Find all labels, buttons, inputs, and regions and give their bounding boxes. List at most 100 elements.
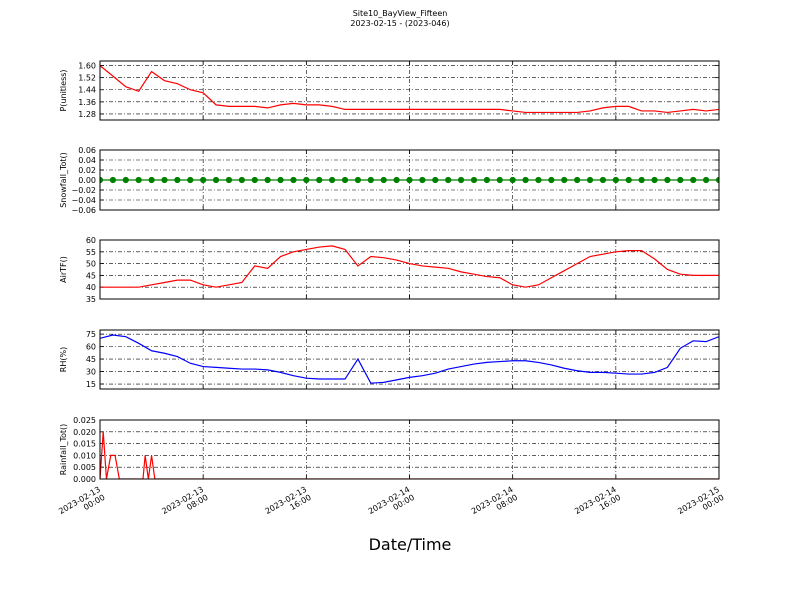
y-tick-label: 35 [86, 295, 96, 304]
marker [625, 176, 632, 184]
marker [329, 176, 336, 184]
marker [277, 176, 284, 184]
marker [109, 176, 116, 184]
y-tick-label: −0.04 [71, 196, 96, 205]
marker [483, 176, 490, 184]
y-tick-label: 40 [86, 283, 96, 292]
y-tick-label: 55 [86, 248, 96, 257]
marker [432, 176, 439, 184]
marker [161, 176, 168, 184]
marker [586, 176, 594, 184]
marker [393, 176, 400, 184]
y-tick-label: −0.06 [71, 206, 96, 215]
y-axis-label: AirTF() [59, 256, 68, 283]
marker [380, 176, 387, 184]
y-tick-label: 0.015 [73, 440, 96, 449]
marker [548, 176, 555, 184]
y-tick-label: 30 [86, 368, 96, 377]
marker [457, 176, 465, 184]
marker [341, 176, 349, 184]
y-tick-label: 0.000 [73, 475, 96, 484]
y-axis-label: RH(%) [59, 347, 68, 372]
chart-subtitle: 2023-02-15 - (2023-046) [350, 19, 449, 28]
y-tick-label: 0.010 [73, 451, 96, 460]
y-tick-label: −0.02 [71, 186, 96, 195]
plot-frame [99, 60, 720, 121]
marker [135, 176, 142, 184]
marker [212, 176, 220, 184]
plot-frame [99, 329, 720, 390]
y-tick-label: 60 [86, 236, 96, 245]
marker [638, 176, 645, 184]
y-tick-label: 1.60 [78, 62, 96, 71]
marker [574, 176, 581, 184]
y-tick-label: 0.02 [78, 166, 96, 175]
marker [677, 176, 684, 184]
y-tick-label: 0.025 [73, 416, 96, 425]
marker [200, 176, 207, 184]
marker [419, 176, 426, 184]
marker [612, 176, 619, 184]
y-tick-label: 45 [86, 355, 96, 364]
marker [651, 176, 658, 184]
marker [187, 176, 194, 184]
marker [122, 176, 129, 184]
marker [664, 176, 671, 184]
series [100, 245, 719, 288]
line [100, 245, 719, 288]
marker [715, 176, 719, 184]
y-tick-label: 1.44 [78, 86, 96, 95]
y-tick-label: 15 [86, 380, 96, 389]
y-axis-label: Snowfall_Tot() [59, 152, 68, 208]
y-tick-label: 0.06 [78, 146, 96, 155]
marker [406, 176, 413, 184]
series [100, 431, 719, 479]
marker [316, 176, 323, 184]
series [100, 334, 719, 384]
y-tick-label: 45 [86, 271, 96, 280]
y-tick-label: 1.52 [78, 74, 96, 83]
marker [561, 176, 568, 184]
marker [703, 176, 710, 184]
y-tick-label: 1.28 [78, 110, 96, 119]
series [100, 176, 719, 184]
marker [690, 176, 697, 184]
marker [303, 176, 310, 184]
marker [148, 176, 155, 184]
marker [264, 176, 271, 184]
marker [225, 176, 233, 184]
y-tick-label: 50 [86, 260, 96, 269]
marker [535, 176, 542, 184]
marker [354, 176, 362, 184]
y-tick-label: 1.36 [78, 98, 96, 107]
y-tick-label: 60 [86, 343, 96, 352]
marker [238, 176, 245, 184]
y-tick-label: 0.020 [73, 428, 96, 437]
plot-frame [99, 419, 720, 480]
y-axis-label: P(unitless) [59, 69, 68, 111]
y-tick-label: 75 [86, 330, 96, 339]
plot-frame [99, 149, 720, 211]
marker [509, 176, 516, 184]
series [100, 65, 719, 114]
marker [470, 176, 478, 184]
marker [496, 176, 503, 184]
y-tick-label: 0.005 [73, 463, 96, 472]
marker [599, 176, 607, 184]
marker [367, 176, 374, 184]
marker [290, 176, 297, 184]
line [100, 431, 719, 479]
marker [522, 176, 529, 184]
line [100, 334, 719, 384]
chart-title: Site10_BayView_Fifteen [353, 9, 448, 18]
marker [174, 176, 181, 184]
x-axis-label: Date/Time [369, 535, 452, 554]
y-tick-label: 0.04 [78, 156, 96, 165]
plot-frame [99, 239, 720, 300]
line [100, 65, 719, 114]
y-tick-label: 0.00 [78, 176, 96, 185]
marker [251, 176, 258, 184]
y-axis-label: Rainfall_Tot() [59, 424, 68, 476]
